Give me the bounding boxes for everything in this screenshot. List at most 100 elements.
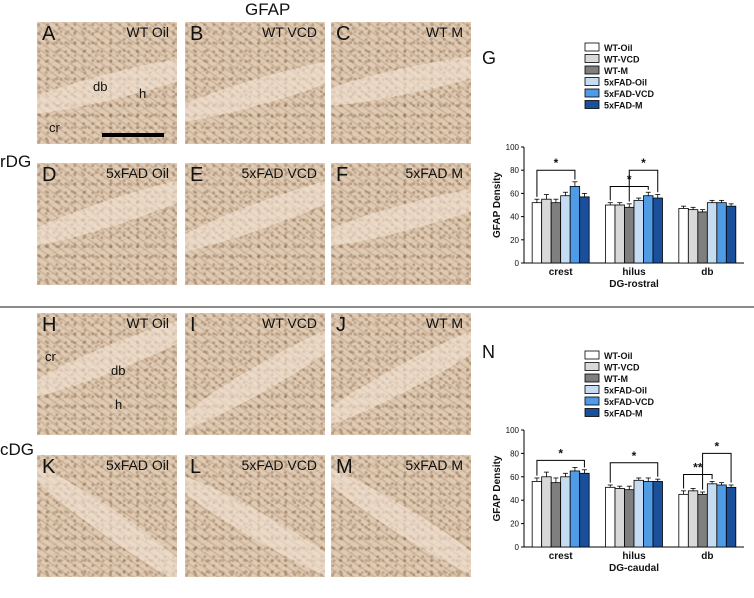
legend-label: 5xFAD-VCD — [604, 89, 655, 99]
significance-bracket — [609, 462, 659, 483]
significance-marker: * — [714, 439, 719, 453]
legend-label: WT-Oil — [604, 43, 633, 53]
legend-swatch — [584, 77, 600, 86]
legend-label: 5xFAD-Oil — [604, 386, 647, 396]
bar — [614, 204, 625, 264]
legend-swatch — [584, 65, 600, 75]
bar — [560, 195, 571, 264]
x-tick-label: crest — [549, 551, 574, 562]
panel-letter: M — [336, 456, 353, 478]
significance-bracket — [683, 473, 713, 489]
bar — [579, 196, 590, 264]
region-label-h: h — [115, 397, 123, 412]
x-tick-label: db — [701, 551, 713, 562]
chart-letter-g: G — [482, 48, 497, 68]
legend-swatch — [584, 385, 600, 394]
bar — [569, 470, 581, 548]
bar — [725, 205, 737, 264]
panel-letter: D — [42, 164, 57, 186]
micrograph-panel-l: L 5xFAD VCD — [185, 455, 325, 577]
bar — [643, 481, 654, 548]
x-tick-label: hilus — [622, 551, 646, 562]
bar — [614, 488, 625, 548]
y-tick-label: 40 — [510, 496, 519, 505]
micrograph-panel-k: K 5xFAD Oil — [37, 455, 177, 577]
micrograph-panel-c: C WT M — [331, 22, 471, 144]
panel-condition: WT Oil — [126, 315, 169, 331]
legend-swatch — [584, 373, 600, 383]
bar — [633, 199, 644, 264]
micrograph-panel-m: M 5xFAD M — [331, 455, 471, 577]
panel-letter: B — [190, 23, 204, 45]
bar — [550, 202, 562, 264]
y-tick-label: 60 — [510, 189, 519, 198]
micrograph-panel-d: D 5xFAD Oil — [37, 163, 177, 285]
significance-bracket — [536, 169, 576, 197]
x-tick-label: db — [701, 267, 713, 278]
legend-label: 5xFAD-Oil — [604, 78, 647, 88]
bar — [652, 197, 663, 264]
y-tick-label: 100 — [506, 143, 520, 152]
legend-label: 5xFAD-M — [604, 101, 643, 111]
panel-condition: 5xFAD M — [405, 165, 463, 181]
micrograph-panel-i: I WT VCD — [185, 313, 325, 435]
legend-swatch — [584, 408, 600, 417]
panel-letter: J — [336, 314, 346, 336]
legend-swatch — [584, 42, 600, 52]
panel-letter: H — [42, 314, 57, 336]
legend-label: 5xFAD-VCD — [604, 397, 655, 407]
bar — [643, 195, 654, 264]
bar — [697, 493, 708, 548]
bar — [605, 204, 616, 264]
significance-marker: * — [554, 156, 559, 170]
panel-condition: 5xFAD M — [405, 457, 463, 473]
legend-swatch — [584, 88, 600, 98]
micrograph-panel-j: J WT M — [331, 313, 471, 435]
panel-letter: E — [190, 164, 204, 186]
region-label-db: db — [111, 363, 126, 378]
legend-swatch — [584, 100, 600, 109]
x-axis-label: DG-rostral — [609, 279, 659, 290]
bar — [541, 476, 552, 548]
y-axis-label: GFAP Density — [492, 455, 503, 521]
panel-condition: WT Oil — [126, 24, 169, 40]
micrograph-panel-b: B WT VCD — [185, 22, 325, 144]
panel-letter: F — [336, 164, 349, 186]
micrograph-panel-h: H WT Oil cr db h — [37, 313, 177, 435]
scale-bar — [102, 133, 164, 137]
panel-condition: 5xFAD VCD — [241, 457, 317, 473]
bar — [531, 202, 543, 264]
y-tick-label: 20 — [510, 520, 519, 529]
legend-swatch — [584, 350, 600, 360]
panel-condition: 5xFAD VCD — [241, 165, 317, 181]
y-axis-label: GFAP Density — [492, 172, 503, 238]
row-label-cdg: cDG — [0, 440, 34, 459]
chart-letter-n: N — [482, 342, 495, 362]
bar — [531, 481, 543, 548]
bar — [687, 209, 699, 264]
section-divider — [0, 306, 754, 308]
legend-label: 5xFAD-M — [604, 409, 643, 419]
significance-bracket — [536, 459, 585, 476]
region-label-h: h — [139, 86, 147, 101]
bar — [633, 479, 644, 548]
significance-bracket — [628, 169, 659, 202]
significance-bracket — [702, 452, 732, 490]
x-axis-label: DG-caudal — [609, 563, 659, 574]
panel-letter: I — [190, 314, 196, 336]
row-label-rdg: rDG — [0, 152, 32, 171]
micrograph-panel-e: E 5xFAD VCD — [185, 163, 325, 285]
legend-label: WT-Oil — [604, 351, 633, 361]
bar — [706, 202, 718, 264]
bar — [624, 489, 635, 548]
bar — [716, 484, 727, 548]
figure-title: GFAP — [245, 0, 291, 19]
bar — [716, 202, 727, 264]
legend-label: WT-VCD — [604, 363, 640, 373]
bar — [687, 490, 699, 548]
y-tick-label: 80 — [510, 166, 519, 175]
bar — [605, 486, 616, 548]
panel-letter: L — [190, 456, 202, 478]
